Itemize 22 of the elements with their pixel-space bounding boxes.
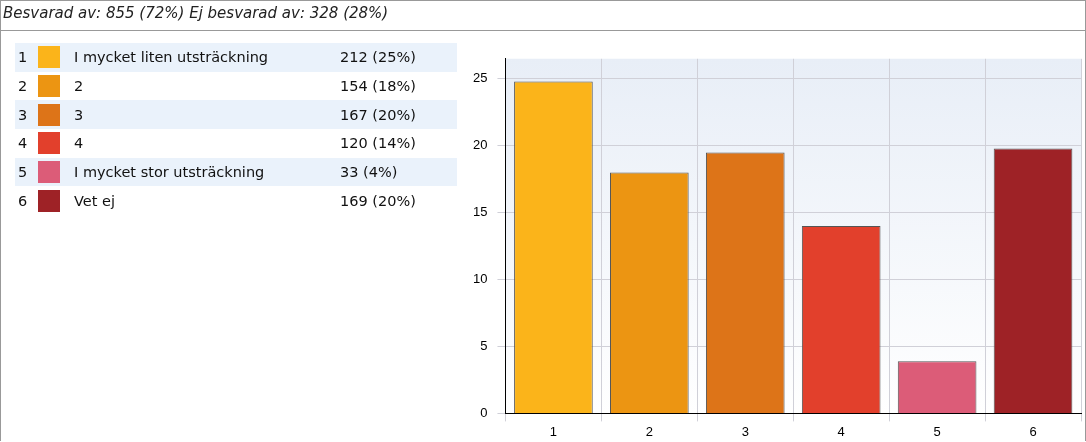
y-tick-label: 5 xyxy=(480,338,488,354)
text: 169 (20%) xyxy=(339,191,417,211)
y-tick-label: 0 xyxy=(480,404,488,420)
x-tick-label: 5 xyxy=(933,423,941,439)
text: 2 xyxy=(73,77,85,97)
text: Besvarad av: 855 (72%) Ej besvarad av: 328 (28%) xyxy=(3,4,389,22)
text: Vet ej xyxy=(73,191,116,211)
y-tick-label: 15 xyxy=(472,204,488,220)
category-label: 6 xyxy=(18,192,28,209)
y-tick-label: 20 xyxy=(472,137,488,153)
y-tick-label: 10 xyxy=(472,271,488,287)
text: 4 xyxy=(73,134,85,154)
y-tick-label: 25 xyxy=(472,70,488,86)
x-tick-label: 1 xyxy=(549,423,558,439)
category-label: 2 xyxy=(18,78,28,95)
x-tick-label: 3 xyxy=(741,423,749,439)
x-tick-label: 2 xyxy=(645,423,653,439)
text: 154 (18%) xyxy=(339,77,417,97)
text: 120 (14%) xyxy=(339,134,417,154)
category-label: 4 xyxy=(18,135,28,152)
x-tick-label: 4 xyxy=(837,423,845,439)
x-tick-label: 6 xyxy=(1029,423,1037,439)
